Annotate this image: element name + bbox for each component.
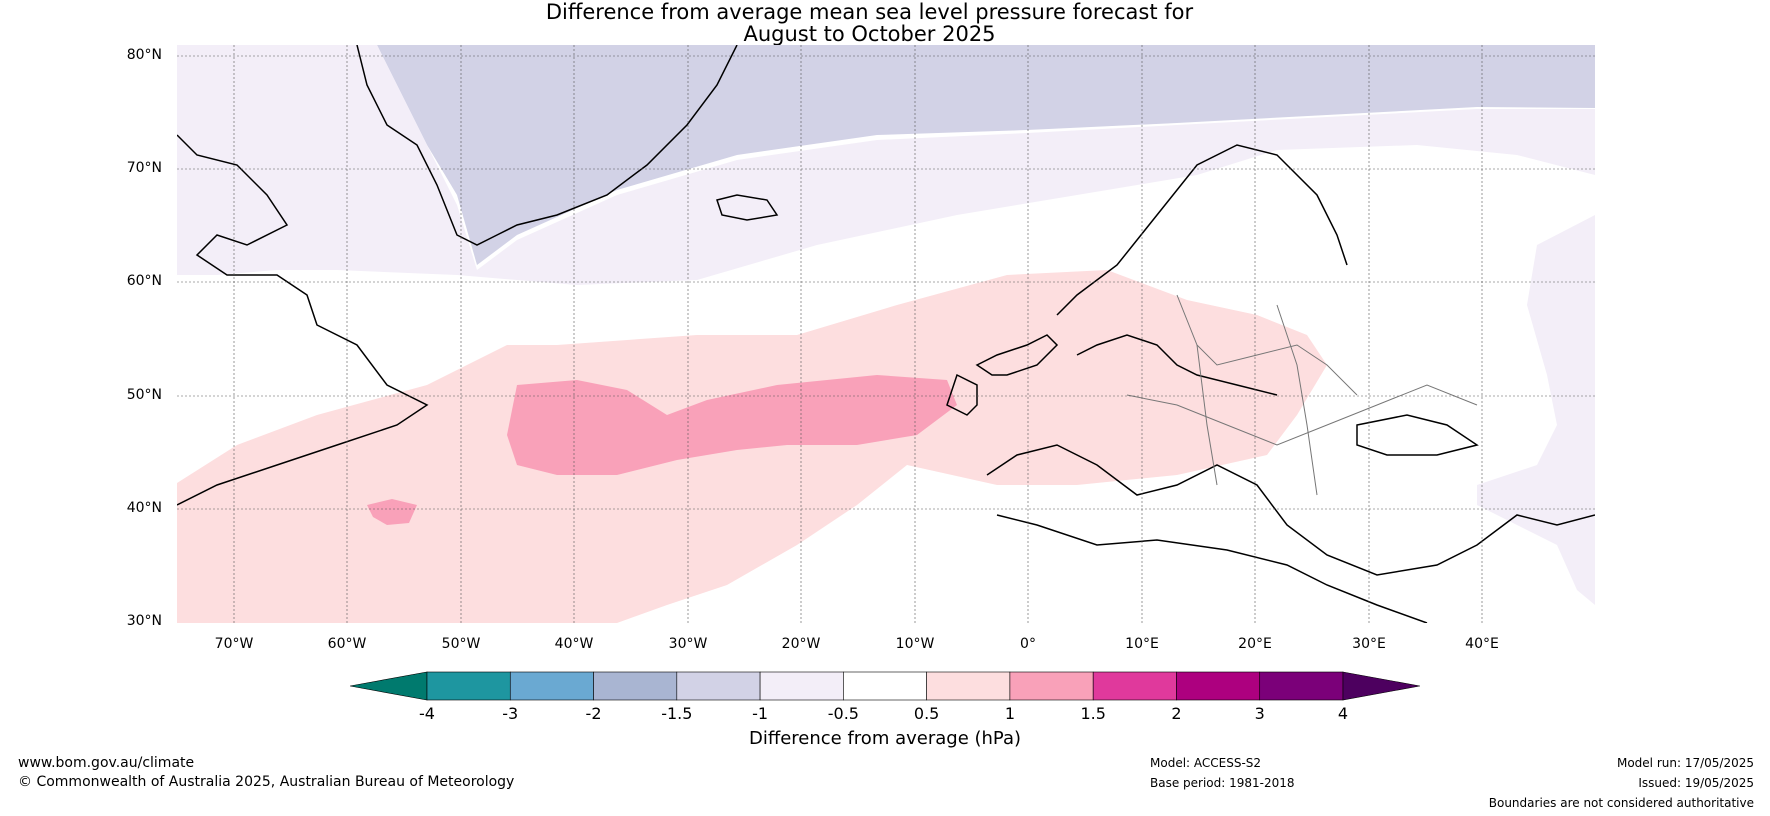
lat-label-60n: 60°N: [126, 273, 162, 289]
lon-label-30w: 30°W: [668, 636, 708, 652]
lon-label-10e: 10°E: [1125, 636, 1159, 652]
country-borders: [1126, 294, 1478, 496]
lon-label-60w: 60°W: [327, 636, 367, 652]
lat-label-50n: 50°N: [126, 387, 162, 403]
colorbar-segment: [1092, 671, 1177, 701]
colorbar-tick-label: 1.5: [1080, 704, 1106, 723]
colorbar-segment: [1259, 671, 1344, 701]
colorbar-extend-low: [350, 671, 428, 701]
lon-label-70w: 70°W: [214, 636, 254, 652]
colorbar-tick-label: -2: [585, 704, 602, 723]
pressure-anomaly-map: [177, 45, 1595, 623]
anomaly-region-neg1-east: [1477, 215, 1595, 605]
colorbar-tick-label: -1.5: [661, 704, 693, 723]
website-text: www.bom.gov.au/climate: [18, 755, 195, 771]
lon-label-20e: 20°E: [1238, 636, 1272, 652]
lon-label-40e: 40°E: [1465, 636, 1499, 652]
colorbar-tick-label: -0.5: [827, 704, 859, 723]
disclaimer-text: Boundaries are not considered authoritat…: [1488, 796, 1754, 810]
colorbar-tick-label: -1: [752, 704, 769, 723]
lat-label-30n: 30°N: [126, 613, 162, 629]
issued-text: Issued: 19/05/2025: [1638, 776, 1754, 790]
model-text: Model: ACCESS-S2: [1150, 756, 1262, 770]
colorbar-segment: [1009, 671, 1094, 701]
colorbar-segment: [509, 671, 594, 701]
anomaly-region-1-small: [367, 499, 417, 525]
base-period-text: Base period: 1981-2018: [1150, 776, 1295, 790]
map-title-line2: August to October 2025: [743, 22, 996, 46]
colorbar-segment: [926, 671, 1011, 701]
lon-label-0: 0°: [1020, 636, 1036, 652]
lat-label-80n: 80°N: [126, 47, 162, 63]
map-title-line1: Difference from average mean sea level p…: [545, 0, 1194, 24]
colorbar-segment: [676, 671, 761, 701]
lat-label-40n: 40°N: [126, 500, 162, 516]
colorbar-segment: [593, 671, 678, 701]
colorbar-segment: [1176, 671, 1261, 701]
lon-label-50w: 50°W: [441, 636, 481, 652]
colorbar-tick-label: 1: [1004, 704, 1015, 723]
colorbar-tick-label: 0.5: [913, 704, 940, 723]
graticule: [177, 45, 1595, 623]
lon-label-40w: 40°W: [554, 636, 594, 652]
colorbar-tick-label: 2: [1171, 704, 1182, 723]
lon-label-30e: 30°E: [1352, 636, 1386, 652]
colorbar-segment: [426, 671, 511, 701]
colorbar-tick-label: -3: [502, 704, 519, 723]
colorbar-extend-high: [1342, 671, 1420, 701]
colorbar-tick-label: 3: [1254, 704, 1265, 723]
anomaly-region-neg1-5: [177, 45, 1595, 265]
anomaly-region-neg1: [177, 45, 1595, 285]
colorbar-label: Difference from average (hPa): [748, 728, 1022, 749]
colorbar: [350, 671, 1420, 701]
colorbar-tick-label: -4: [419, 704, 435, 723]
lon-label-20w: 20°W: [781, 636, 821, 652]
colorbar-segment: [843, 671, 927, 701]
anomaly-region-1: [507, 375, 957, 475]
colorbar-segment: [759, 671, 844, 701]
model-run-text: Model run: 17/05/2025: [1616, 756, 1754, 770]
lat-label-70n: 70°N: [126, 160, 162, 176]
lon-label-10w: 10°W: [895, 636, 935, 652]
copyright-text: © Commonwealth of Australia 2025, Austra…: [18, 774, 515, 790]
colorbar-tick-label: 4: [1337, 704, 1349, 723]
